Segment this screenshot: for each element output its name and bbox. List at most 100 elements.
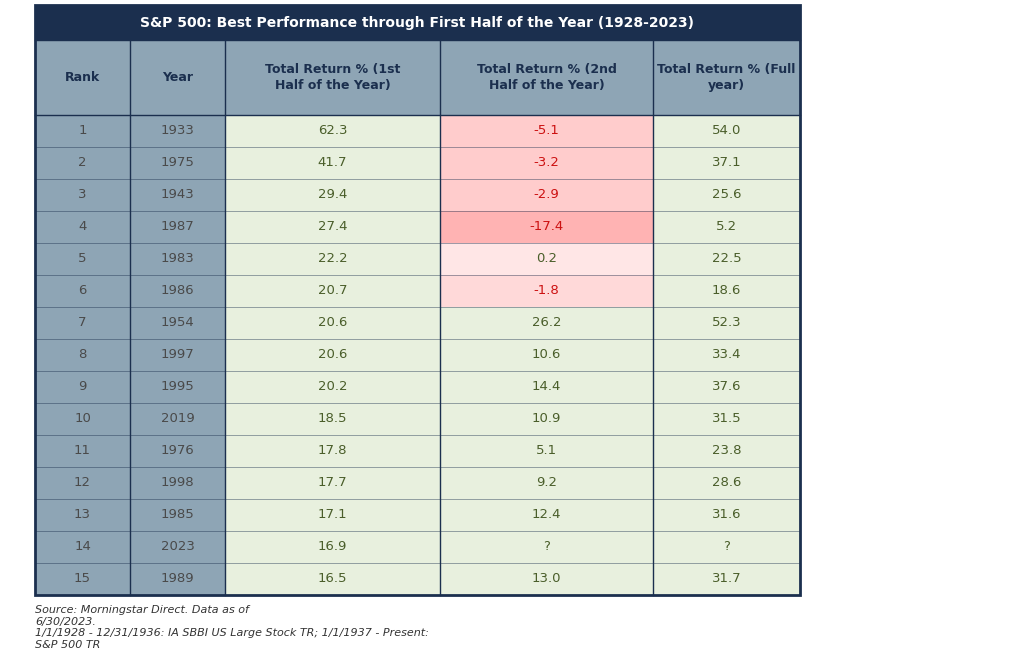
Bar [35, 211, 130, 243]
Bar [35, 275, 130, 307]
Text: 1933: 1933 [161, 125, 195, 137]
Bar [130, 435, 225, 467]
Bar [653, 403, 800, 435]
Bar [653, 499, 800, 531]
Bar [35, 371, 130, 403]
Bar [130, 179, 225, 211]
Text: Total Return % (Full
year): Total Return % (Full year) [657, 63, 796, 91]
Text: 5.2: 5.2 [716, 220, 737, 234]
Bar [440, 371, 653, 403]
Text: -5.1: -5.1 [534, 125, 559, 137]
Bar [225, 403, 440, 435]
Text: 26.2: 26.2 [531, 316, 561, 330]
Text: 1985: 1985 [161, 509, 195, 521]
Text: 1975: 1975 [161, 157, 195, 170]
Bar [35, 179, 130, 211]
Bar [440, 179, 653, 211]
Bar [440, 339, 653, 371]
Text: 31.6: 31.6 [712, 509, 741, 521]
Bar [130, 339, 225, 371]
Text: 2019: 2019 [161, 412, 195, 426]
Bar [35, 467, 130, 499]
Bar [653, 435, 800, 467]
Text: 41.7: 41.7 [317, 157, 347, 170]
Bar [130, 243, 225, 275]
Text: 17.8: 17.8 [317, 444, 347, 458]
Text: 11: 11 [74, 444, 91, 458]
Bar [35, 115, 130, 147]
Bar [225, 307, 440, 339]
Bar [440, 531, 653, 563]
Text: 31.7: 31.7 [712, 573, 741, 585]
Text: 20.6: 20.6 [317, 348, 347, 362]
Bar [653, 147, 800, 179]
Text: 18.5: 18.5 [317, 412, 347, 426]
Text: 13: 13 [74, 509, 91, 521]
Text: 3: 3 [78, 188, 87, 202]
Bar [440, 40, 653, 115]
Text: 54.0: 54.0 [712, 125, 741, 137]
Text: 28.6: 28.6 [712, 476, 741, 490]
Bar [130, 211, 225, 243]
Bar [35, 563, 130, 595]
Text: 5.1: 5.1 [536, 444, 557, 458]
Text: 22.5: 22.5 [712, 252, 741, 266]
Bar [35, 531, 130, 563]
Text: -3.2: -3.2 [534, 157, 559, 170]
Text: -17.4: -17.4 [529, 220, 563, 234]
Bar [130, 531, 225, 563]
Text: Rank: Rank [65, 71, 100, 84]
Bar [653, 307, 800, 339]
Bar [35, 339, 130, 371]
Bar [653, 211, 800, 243]
Text: 52.3: 52.3 [712, 316, 741, 330]
Bar [130, 275, 225, 307]
Bar [440, 563, 653, 595]
Text: 33.4: 33.4 [712, 348, 741, 362]
Text: 20.7: 20.7 [317, 284, 347, 298]
Bar [653, 531, 800, 563]
Bar [440, 307, 653, 339]
Text: 37.6: 37.6 [712, 380, 741, 394]
Bar [440, 435, 653, 467]
Bar [225, 435, 440, 467]
Text: -1.8: -1.8 [534, 284, 559, 298]
Bar [130, 467, 225, 499]
Bar [130, 499, 225, 531]
Text: 27.4: 27.4 [317, 220, 347, 234]
Bar [440, 147, 653, 179]
Bar [653, 467, 800, 499]
Bar [35, 243, 130, 275]
Text: 20.6: 20.6 [317, 316, 347, 330]
Text: 22.2: 22.2 [317, 252, 347, 266]
Bar [35, 435, 130, 467]
Text: 25.6: 25.6 [712, 188, 741, 202]
Bar [440, 403, 653, 435]
Bar [35, 40, 130, 115]
Bar [440, 499, 653, 531]
Bar [35, 499, 130, 531]
Bar [225, 467, 440, 499]
Text: Source: Morningstar Direct. Data as of
6/30/2023.
1/1/1928 - 12/31/1936: IA SBBI: Source: Morningstar Direct. Data as of 6… [35, 605, 429, 650]
Text: 37.1: 37.1 [712, 157, 741, 170]
Text: ?: ? [543, 541, 550, 553]
Text: 14: 14 [74, 541, 91, 553]
Text: S&P 500: Best Performance through First Half of the Year (1928-2023): S&P 500: Best Performance through First … [140, 15, 694, 29]
Text: 1983: 1983 [161, 252, 195, 266]
Text: 17.7: 17.7 [317, 476, 347, 490]
Bar [440, 115, 653, 147]
Text: 1: 1 [78, 125, 87, 137]
Text: 62.3: 62.3 [317, 125, 347, 137]
Text: 0.2: 0.2 [536, 252, 557, 266]
Bar [225, 499, 440, 531]
Text: Year: Year [162, 71, 193, 84]
Text: 7: 7 [78, 316, 87, 330]
Text: 16.5: 16.5 [317, 573, 347, 585]
Text: 13.0: 13.0 [531, 573, 561, 585]
Text: 2: 2 [78, 157, 87, 170]
Text: Total Return % (1st
Half of the Year): Total Return % (1st Half of the Year) [265, 63, 400, 91]
Text: 23.8: 23.8 [712, 444, 741, 458]
Bar [653, 275, 800, 307]
Bar [440, 275, 653, 307]
Bar [225, 275, 440, 307]
